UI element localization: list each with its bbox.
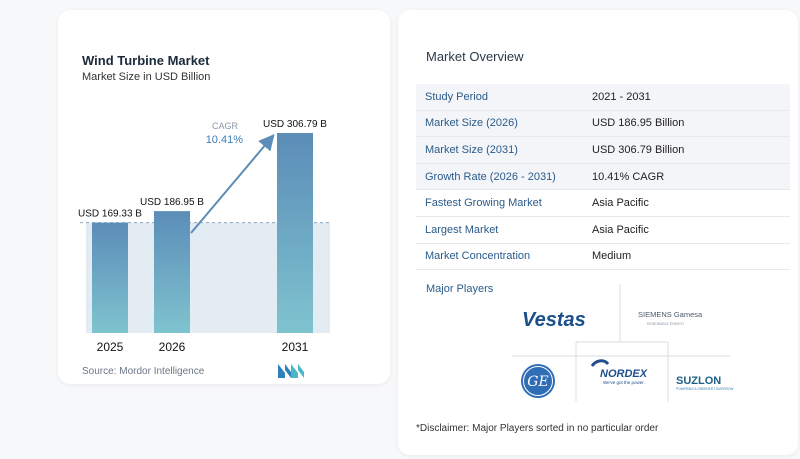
overview-label: Fastest Growing Market (425, 197, 542, 210)
overview-row-market-size-2026: Market Size (2026) USD 186.95 Billion (416, 110, 790, 138)
x-tick-2026: 2026 (159, 340, 186, 354)
overview-label: Study Period (425, 90, 488, 103)
ge-logo-text: GE (527, 374, 548, 390)
overview-table: Study Period 2021 - 2031 Market Size (20… (416, 84, 790, 271)
chart-title: Wind Turbine Market (82, 53, 210, 68)
bar-2031 (277, 133, 313, 333)
overview-value: Asia Pacific (592, 223, 649, 236)
overview-value: USD 186.95 Billion (592, 117, 685, 130)
overview-value: Asia Pacific (592, 197, 649, 210)
overview-label: Largest Market (425, 223, 499, 236)
ge-logo: GE (521, 364, 555, 398)
mordor-intelligence-logo (278, 364, 304, 378)
major-players-grid: Vestas SIEMENS Gamesa RENEWABLE ENERGY G… (512, 284, 733, 402)
cagr-label: CAGR (212, 121, 239, 131)
vestas-logo: Vestas (522, 309, 586, 331)
bar-2026 (154, 211, 190, 333)
suzlon-tagline: POWERING A GREENER TOMORROW (676, 387, 733, 391)
overview-row-study-period: Study Period 2021 - 2031 (416, 84, 790, 111)
overview-value: 2021 - 2031 (592, 90, 651, 103)
overview-label: Market Concentration (425, 250, 531, 263)
siemens-gamesa-tagline: RENEWABLE ENERGY (647, 322, 685, 326)
overview-value: 10.41% CAGR (592, 170, 665, 183)
overview-row-market-size-2031: Market Size (2031) USD 306.79 Billion (416, 137, 790, 164)
nordex-logo: NORDEX We've got the power. (590, 359, 648, 385)
overview-title: Market Overview (426, 49, 524, 64)
cagr-value: 10.41% (206, 134, 244, 146)
x-tick-2031: 2031 (282, 340, 309, 354)
data-label-2031: USD 306.79 B (263, 119, 327, 130)
overview-value: Medium (592, 250, 632, 263)
overview-row-growth-rate: Growth Rate (2026 - 2031) 10.41% CAGR (416, 163, 790, 191)
overview-label: Market Size (2031) (425, 143, 518, 156)
overview-value: USD 306.79 Billion (592, 143, 685, 156)
x-tick-2025: 2025 (97, 340, 124, 354)
nordex-tagline: We've got the power. (603, 380, 645, 385)
bar-2025 (92, 222, 128, 333)
cagr-arrow (190, 133, 275, 234)
overview-label: Market Size (2026) (425, 117, 518, 130)
chart-subtitle: Market Size in USD Billion (82, 71, 211, 83)
source-note: Source: Mordor Intelligence (82, 366, 205, 377)
overview-row-market-concentration: Market Concentration Medium (416, 244, 790, 271)
overview-label: Growth Rate (2026 - 2031) (425, 170, 556, 183)
data-label-2026: USD 186.95 B (140, 197, 204, 208)
overview-row-largest-market: Largest Market Asia Pacific (416, 217, 790, 244)
siemens-gamesa-logo: SIEMENS Gamesa (638, 310, 703, 319)
data-label-2025: USD 169.33 B (78, 209, 142, 220)
overview-row-fastest-growing: Fastest Growing Market Asia Pacific (416, 190, 790, 217)
nordex-logo-text: NORDEX (600, 368, 648, 380)
suzlon-logo: SUZLON (676, 375, 721, 387)
major-players-title: Major Players (426, 283, 494, 295)
disclaimer: *Disclaimer: Major Players sorted in no … (416, 423, 659, 434)
